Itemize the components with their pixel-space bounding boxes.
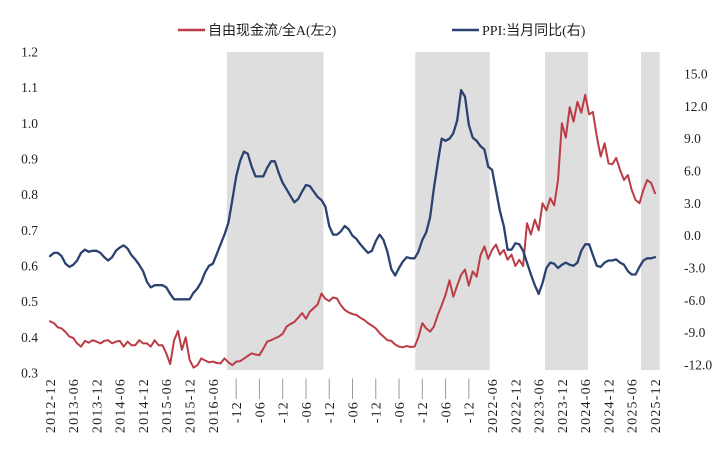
x-axis-tick-label: -06 [393,401,408,423]
x-axis-tick-label: 2024-06 [579,378,594,433]
left-axis-ticks: 1.2 1.1 1.0 0.9 0.8 0.7 0.6 0.5 0.4 0.3 [21,45,38,381]
left-axis-tick-label: 0.5 [21,294,38,309]
left-axis-tick-label: 0.7 [21,223,38,238]
x-axis-tick-label: -12 [416,401,431,423]
x-axis-tick-label: -12 [463,401,478,423]
x-axis-tick-label: -06 [346,401,361,423]
x-axis-tick-label: 2022-12 [509,378,524,433]
chart-legend: 自由现金流/全A(左2) PPI:当月同比(右) [178,22,586,39]
right-axis-tick-label: 15.0 [684,67,708,82]
left-axis-tick-label: 0.9 [21,152,38,167]
right-axis-ticks: 15.0 12.0 9.0 6.0 3.0 0.0 -3.0 -6.0 -9.0 -12.0 [684,67,712,373]
x-axis-tick-label: -06 [439,401,454,423]
left-axis-tick-label: 0.6 [21,259,38,274]
x-axis-tick-label: 2025-12 [649,378,664,433]
right-axis-tick-label: -3.0 [684,261,706,276]
x-axis-tick-label: -12 [277,401,292,423]
right-axis-tick-label: -6.0 [684,293,706,308]
shaded-bands [226,52,660,370]
x-axis-tick-label: -12 [230,401,245,423]
x-axis-tick-label: 2014-06 [114,378,129,433]
shaded-band [226,52,324,370]
right-axis-tick-label: 6.0 [684,164,701,179]
x-axis-tick-label: 2015-12 [184,378,199,433]
x-axis-tick-label: -06 [300,401,315,423]
x-axis-tick-label: 2012-12 [44,378,59,433]
x-axis-tick-label: 2013-12 [90,378,105,433]
right-axis-tick-label: -12.0 [684,358,712,373]
x-axis-tick-label: 2015-06 [160,378,175,433]
left-axis-tick-label: 0.8 [21,187,38,202]
series-lines [48,89,657,369]
left-axis-tick-label: 0.3 [21,366,38,381]
x-axis-ticks: 2012-12 2013-06 2013-12 2014-06 2014-12 2015-… [44,378,664,433]
legend-label: 自由现金流/全A(左2) [208,22,337,39]
shaded-band [641,52,660,370]
ppi-line [48,89,657,301]
x-axis-tick-label: 2022-06 [486,378,501,433]
free-cash-flow-line [49,93,656,369]
right-axis-tick-label: 9.0 [684,131,701,146]
x-axis-tick-label: 2013-06 [67,378,82,433]
x-axis-tick-label: 2024-12 [602,378,617,433]
left-axis-tick-label: 1.2 [21,45,38,60]
x-axis-tick-label: 2016-06 [207,378,222,433]
right-axis-tick-label: 3.0 [684,196,701,211]
left-axis-tick-label: 1.0 [21,116,38,131]
right-axis-tick-label: 12.0 [684,99,708,114]
shaded-band [415,52,490,370]
x-axis-tick-label: 2014-12 [137,378,152,433]
right-axis-tick-label: 0.0 [684,228,701,243]
left-axis-tick-label: 1.1 [21,80,38,95]
left-axis-tick-label: 0.4 [21,330,38,345]
x-axis-tick-label: -12 [370,401,385,423]
x-axis-tick-label: -06 [253,401,268,423]
legend-label: PPI:当月同比(右) [482,23,586,39]
right-axis-tick-label: -9.0 [684,325,706,340]
shaded-band [544,52,588,370]
x-axis-tick-label: 2025-06 [626,378,641,433]
x-axis-tick-label: 2023-12 [556,378,571,433]
x-axis-tick-label: -12 [323,401,338,423]
x-axis-tick-label: 2023-06 [533,378,548,433]
